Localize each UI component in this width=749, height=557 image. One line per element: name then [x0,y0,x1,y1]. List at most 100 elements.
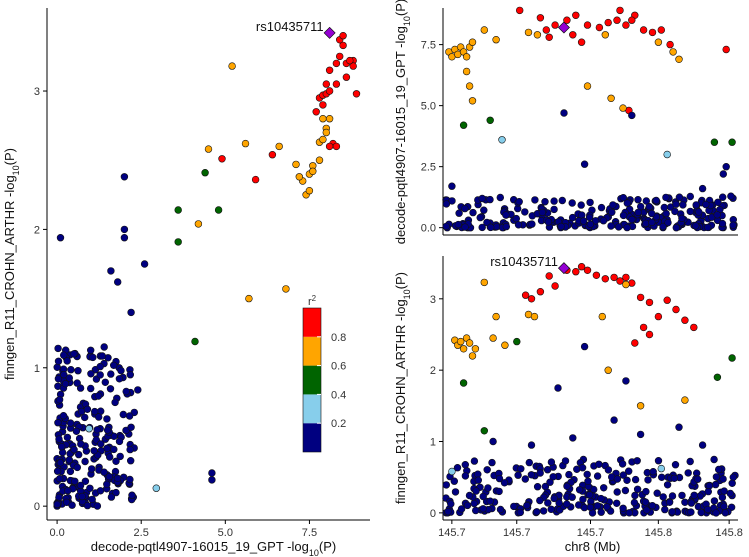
data-point [468,97,477,105]
data-point [127,423,135,431]
data-point [94,413,103,421]
data-point [583,21,592,29]
data-point [71,477,79,485]
data-point [624,467,633,475]
data-point [275,142,283,151]
data-point [442,200,451,208]
data-point [565,470,573,479]
data-point [119,410,128,419]
x-tick-label: 7.5 [302,527,317,539]
data-point [96,487,105,495]
data-point [68,501,76,509]
data-point [126,475,134,484]
data-point [521,291,530,299]
data-point [592,271,601,279]
data-point [459,345,468,353]
data-point [479,492,487,501]
data-point [126,457,135,465]
data-point [64,487,72,495]
data-point [80,413,89,422]
data-point [580,160,589,168]
data-point [551,282,559,290]
data-point [642,197,650,205]
data-point [53,467,62,475]
data-point [495,474,504,483]
data-point [549,473,557,481]
data-point [659,493,667,501]
data-point [292,160,300,169]
data-point [686,207,694,216]
data-point [87,465,96,473]
data-point [659,222,667,231]
data-point [561,457,570,465]
data-point [536,469,544,477]
data-point [649,468,657,476]
data-point [670,474,678,482]
data-point [70,350,78,358]
x-tick-label: 145.7 [503,527,531,539]
data-point [120,173,129,181]
data-point [560,109,568,117]
data-point [322,128,330,137]
data-point [483,218,491,227]
data-point [572,268,580,276]
data-point [662,193,670,202]
data-point [116,452,124,461]
data-point [614,223,623,231]
data-point [480,26,488,34]
legend-label: 0.4 [331,389,346,401]
data-point [442,222,450,231]
data-point [541,482,550,491]
data-point [654,38,663,46]
data-point [681,316,689,324]
x-tick-label: 0.0 [49,527,64,539]
data-point [488,458,496,467]
data-point [639,26,648,34]
data-point [53,500,61,509]
data-point [569,31,577,39]
y-axis-label: finngen_R11_CROHN_ARTHR -log10(P) [2,148,21,380]
data-point [86,346,95,354]
data-point [577,263,586,271]
data-point [687,499,696,507]
data-point [515,6,524,15]
data-point [57,443,66,451]
data-point [191,337,199,346]
data-point [60,371,68,379]
data-point [470,457,479,465]
data-point [55,435,63,443]
data-point [702,200,710,209]
data-point [657,473,666,481]
data-point [528,220,536,228]
data-point [474,476,482,484]
data-point [623,223,631,232]
x-tick-label: 5.0 [218,527,233,539]
data-point [251,175,260,184]
data-point [631,475,640,484]
data-point [601,31,609,39]
data-point [686,457,694,466]
y-tick-label: 7.5 [421,40,436,52]
data-point [524,28,533,37]
y-axis-label: decode-pqtl4907-16015_19_GPT -log10(P) [393,0,412,244]
data-point [88,495,96,504]
data-point [527,471,536,479]
data-point [546,478,554,486]
data-point [536,496,544,505]
legend-frame [302,307,322,453]
data-point [325,87,334,95]
data-point [332,59,341,68]
data-point [342,73,351,81]
data-point [83,405,92,413]
data-point [545,272,553,280]
data-point [214,206,223,214]
data-point [729,221,737,229]
data-point [586,198,594,207]
data-point [695,208,703,216]
data-point [105,453,114,461]
data-point [604,366,612,374]
data-point [607,222,615,230]
data-point [194,220,203,228]
data-point [547,458,556,466]
